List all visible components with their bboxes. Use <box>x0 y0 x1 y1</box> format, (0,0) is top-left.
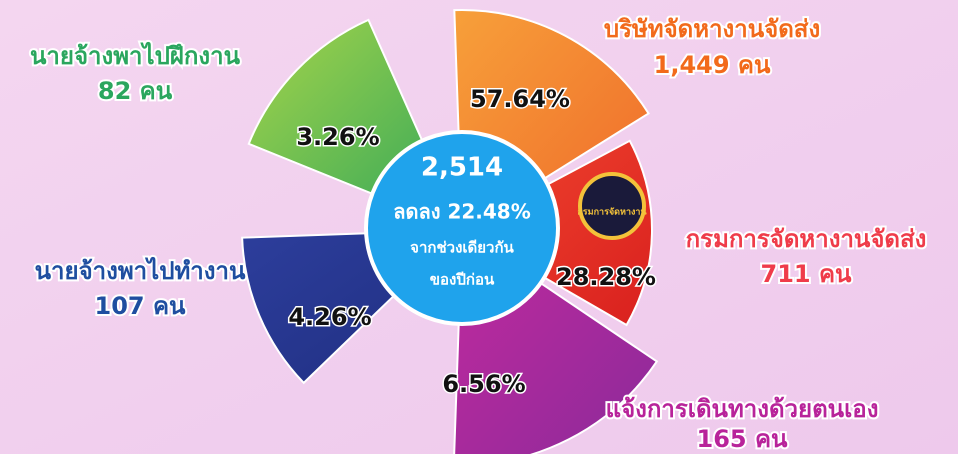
segment-count: 711 คน <box>761 260 853 288</box>
percent: 28.28% <box>556 263 656 291</box>
segment-label: นายจ้างพาไปฝึกงาน <box>30 41 241 70</box>
segment-count: 107 คน <box>95 292 187 320</box>
logo-text: กรมการจัดหางาน <box>577 207 647 218</box>
segment-label: กรมการจัดหางานจัดส่ง <box>686 225 927 253</box>
labels: 57.64% บริษัทจัดหางานจัดส่ง 1,449 คน 28.28%… <box>28 13 928 454</box>
center-note: ของปีก่อน <box>430 271 495 289</box>
segment-label: บริษัทจัดหางานจัดส่ง <box>604 15 820 43</box>
segment-count: 82 คน <box>98 77 173 105</box>
logo <box>578 172 646 240</box>
segment-count: 165 คน <box>697 425 789 453</box>
percent: 3.26% <box>296 123 379 151</box>
segment-count: 1,449 คน <box>654 51 771 79</box>
center-change: ลดลง 22.48% <box>393 200 531 224</box>
center-note: จากช่วงเดียวกัน <box>410 239 514 257</box>
percent: 57.64% <box>470 85 570 113</box>
segment-label: นายจ้างพาไปทำงาน <box>35 256 246 285</box>
center-circle <box>364 130 560 326</box>
segment-label: แจ้งการเดินทางด้วยตนเอง <box>606 395 879 423</box>
percent: 4.26% <box>288 303 371 331</box>
percent: 6.56% <box>442 370 525 398</box>
center-total: 2,514 <box>421 153 503 183</box>
